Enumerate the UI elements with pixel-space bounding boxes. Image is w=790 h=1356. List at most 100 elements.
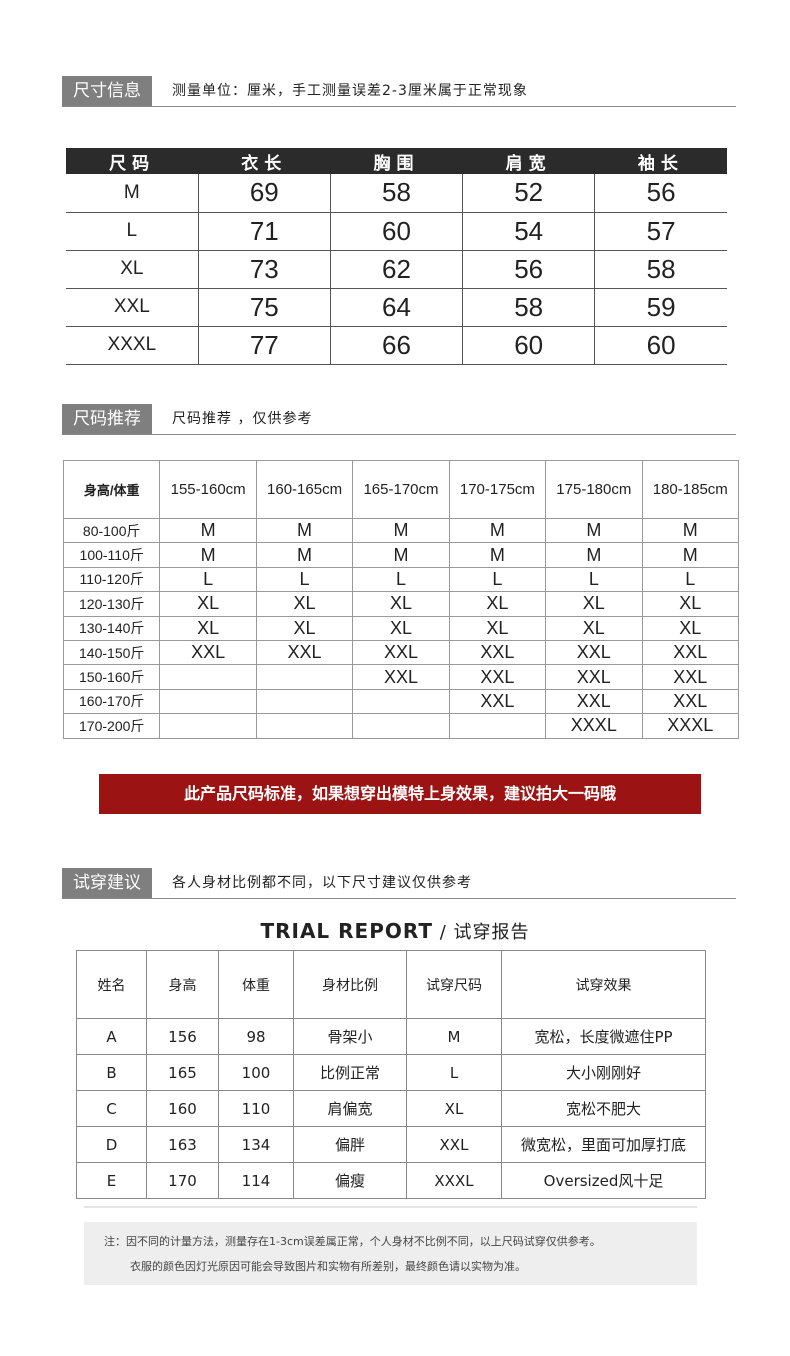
table-cell: XXXL bbox=[545, 713, 643, 739]
table-cell: XXL bbox=[641, 688, 740, 715]
table-cell: XXL bbox=[641, 639, 740, 666]
title-cn: / 试穿报告 bbox=[433, 922, 530, 943]
table-cell: 大小刚刚好 bbox=[501, 1054, 706, 1091]
table-cell: M bbox=[159, 517, 257, 544]
table-cell: XL bbox=[159, 615, 257, 641]
table-cell: 165 bbox=[146, 1054, 219, 1091]
table-cell: M bbox=[352, 542, 450, 568]
table-cell: 170 bbox=[146, 1162, 219, 1199]
column-header: 体重 bbox=[218, 950, 294, 1019]
table-cell: XL bbox=[406, 1090, 502, 1127]
table-cell: 114 bbox=[218, 1162, 294, 1199]
table-cell: XXL bbox=[448, 664, 547, 690]
table-cell: L bbox=[255, 566, 354, 593]
table-cell: XL bbox=[448, 615, 547, 641]
table-cell: 163 bbox=[146, 1126, 219, 1163]
table-cell: XXXL bbox=[406, 1162, 502, 1199]
table-cell bbox=[255, 688, 354, 715]
table-cell bbox=[352, 688, 450, 715]
table-cell: XXL bbox=[545, 639, 643, 666]
column-header: 试穿尺码 bbox=[406, 950, 502, 1019]
table-cell: L bbox=[641, 566, 740, 593]
table-cell: A bbox=[76, 1018, 147, 1055]
table-row: 130-140斤 XL XL XL XL XL XL bbox=[62, 615, 740, 641]
column-header: 衣长 bbox=[198, 148, 331, 174]
table-cell: XXL bbox=[641, 664, 740, 690]
table-cell: 110 bbox=[218, 1090, 294, 1127]
table-cell: 110-120斤 bbox=[62, 566, 161, 593]
column-header: 肩宽 bbox=[462, 148, 595, 174]
table-cell: 77 bbox=[197, 326, 331, 365]
size-table: 尺码 衣长 胸围 肩宽 袖长 M 69 58 52 56 L 71 60 54 57 XL 73 62 56 58 XX… bbox=[66, 148, 727, 365]
table-cell: M bbox=[448, 542, 547, 568]
table-cell: XL bbox=[66, 250, 199, 289]
table-cell: XL bbox=[352, 615, 450, 641]
table-cell: M bbox=[641, 542, 740, 568]
section-label: 尺寸信息 bbox=[62, 76, 152, 106]
trial-header: 试穿建议 各人身材比例都不同，以下尺寸建议仅供参考 bbox=[62, 868, 736, 899]
table-cell: 120-130斤 bbox=[62, 591, 161, 617]
table-cell: XXL bbox=[352, 639, 450, 666]
table-cell: 微宽松，里面可加厚打底 bbox=[501, 1126, 706, 1163]
table-cell: B bbox=[76, 1054, 147, 1091]
table-cell: E bbox=[76, 1162, 147, 1199]
table-cell: 60 bbox=[594, 326, 727, 365]
column-header: 身高 bbox=[146, 950, 219, 1019]
table-row: 120-130斤 XL XL XL XL XL XL bbox=[62, 591, 740, 617]
table-cell: 73 bbox=[197, 250, 331, 289]
table-cell: L bbox=[545, 566, 643, 593]
table-cell: 宽松不肥大 bbox=[501, 1090, 706, 1127]
table-cell: XL bbox=[159, 591, 257, 617]
table-cell: XXL bbox=[545, 664, 643, 690]
table-row: 80-100斤 M M M M M M bbox=[62, 517, 740, 544]
table-cell: M bbox=[159, 542, 257, 568]
table-row: M 69 58 52 56 bbox=[66, 174, 727, 213]
table-row: B 165 100 比例正常 L 大小刚刚好 bbox=[76, 1054, 706, 1091]
column-header: 170-175cm bbox=[448, 460, 547, 519]
table-cell: M bbox=[406, 1018, 502, 1055]
table-cell: 134 bbox=[218, 1126, 294, 1163]
table-cell: L bbox=[448, 566, 547, 593]
column-header: 袖长 bbox=[594, 148, 727, 174]
size-advice-banner: 此产品尺码标准，如果想穿出模特上身效果，建议拍大一码哦 bbox=[99, 774, 701, 814]
table-cell: 肩偏宽 bbox=[293, 1090, 407, 1127]
table-cell: XXL bbox=[352, 664, 450, 690]
table-cell: XXL bbox=[448, 639, 547, 666]
table-cell: XXL bbox=[255, 639, 354, 666]
column-header: 尺码 bbox=[66, 148, 199, 174]
table-row: 100-110斤 M M M M M M bbox=[62, 542, 740, 568]
column-header: 180-185cm bbox=[641, 460, 740, 519]
table-cell: 75 bbox=[197, 288, 331, 327]
column-header: 胸围 bbox=[330, 148, 463, 174]
note-line: 衣服的颜色因灯光原因可能会导致图片和实物有所差别，最终颜色请以实物为准。 bbox=[130, 1260, 526, 1273]
column-header: 姓名 bbox=[76, 950, 147, 1019]
table-cell: M bbox=[66, 174, 199, 213]
table-cell: 71 bbox=[197, 212, 331, 251]
table-row: 150-160斤 XXL XXL XXL XXL bbox=[62, 664, 740, 690]
table-cell: M bbox=[545, 542, 643, 568]
table-cell: L bbox=[406, 1054, 502, 1091]
table-cell: XXXL bbox=[66, 326, 199, 365]
table-cell: 160 bbox=[146, 1090, 219, 1127]
table-row: XXL 75 64 58 59 bbox=[66, 288, 727, 327]
table-cell: 60 bbox=[462, 326, 595, 365]
table-cell: XL bbox=[545, 591, 643, 617]
table-cell: XL bbox=[545, 615, 643, 641]
table-cell: 58 bbox=[594, 250, 727, 289]
table-row: D 163 134 偏胖 XXL 微宽松，里面可加厚打底 bbox=[76, 1126, 706, 1163]
table-row: 110-120斤 L L L L L L bbox=[62, 566, 740, 593]
table-cell: M bbox=[448, 517, 547, 544]
table-cell: 59 bbox=[594, 288, 727, 327]
table-cell: 98 bbox=[218, 1018, 294, 1055]
table-cell: 52 bbox=[462, 174, 595, 213]
table-cell: M bbox=[255, 517, 354, 544]
note-box: 注：因不同的计量方法，测量存在1-3cm误差属正常，个人身材不比例不同，以上尺码… bbox=[84, 1222, 697, 1285]
table-cell: M bbox=[255, 542, 354, 568]
table-row: 140-150斤 XXL XXL XXL XXL XXL XXL bbox=[62, 639, 740, 666]
table-cell: 比例正常 bbox=[293, 1054, 407, 1091]
table-cell: XL bbox=[641, 615, 740, 641]
table-cell: XL bbox=[641, 591, 740, 617]
column-header: 165-170cm bbox=[352, 460, 450, 519]
table-cell: 偏瘦 bbox=[293, 1162, 407, 1199]
table-cell: L bbox=[352, 566, 450, 593]
